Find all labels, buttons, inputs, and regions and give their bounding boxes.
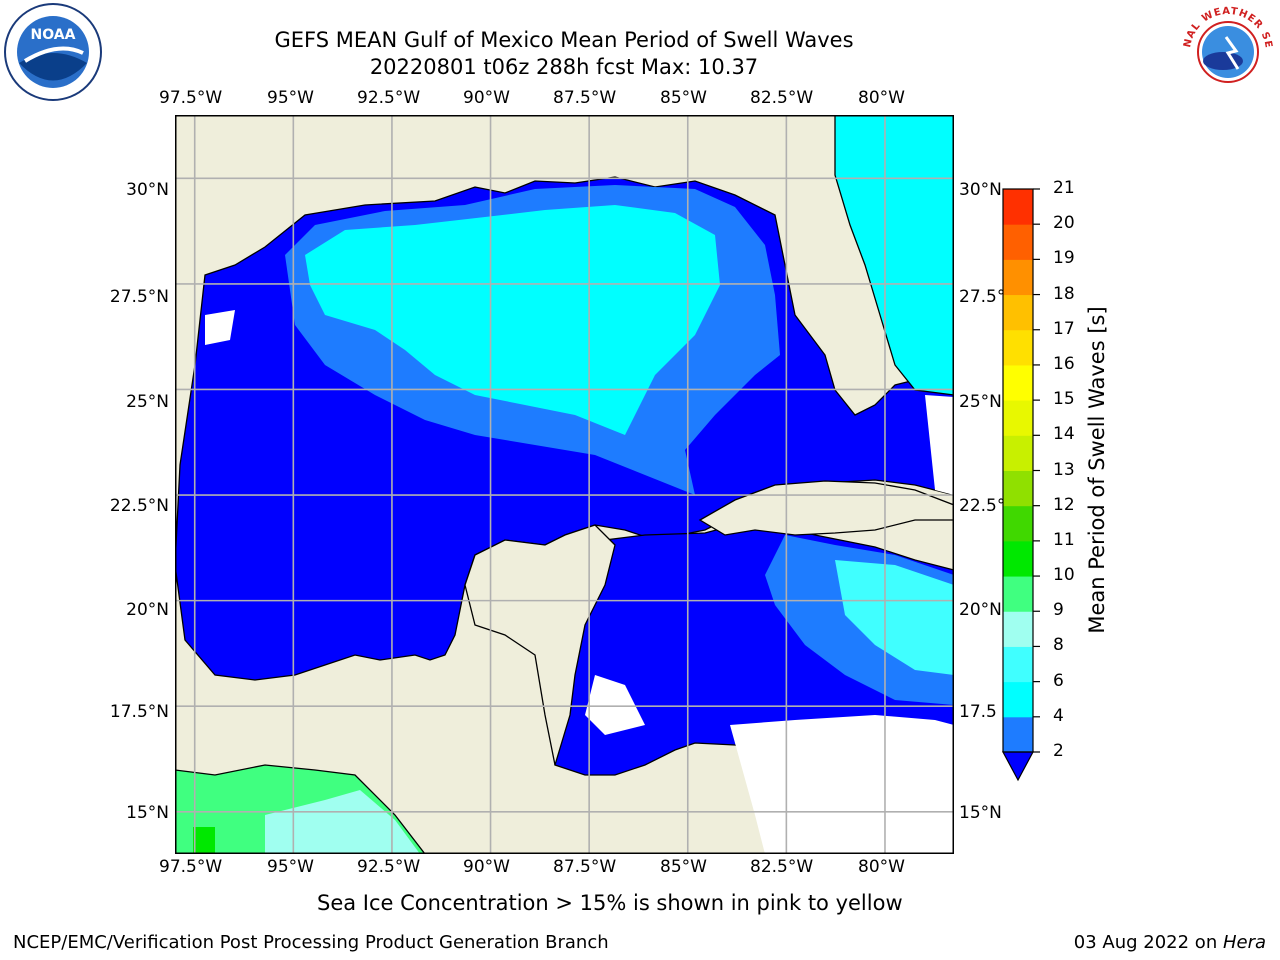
lon-label-top-4: 90°W xyxy=(463,88,510,108)
colorbar-segment xyxy=(1003,224,1033,260)
lat-label-right-5: 20°N xyxy=(959,600,1002,620)
colorbar-segment xyxy=(1003,540,1033,577)
lat-label-left-2: 27.5°N xyxy=(109,287,169,307)
lon-label-top-1: 97.5°W xyxy=(159,88,223,108)
colorbar-tick-label: 2 xyxy=(1053,741,1064,761)
colorbar-segment xyxy=(1003,470,1033,507)
colorbar-segment xyxy=(1003,259,1033,296)
footer-date: 03 Aug 2022 on Hera xyxy=(1073,932,1266,953)
lat-lon-gridlines xyxy=(175,115,954,854)
colorbar-tick-label: 12 xyxy=(1053,494,1075,515)
lon-label-top-2: 95°W xyxy=(267,88,314,108)
lon-label-bottom-1: 97.5°W xyxy=(159,857,223,877)
lat-label-left-6: 17.5°N xyxy=(109,702,169,722)
colorbar-tick-label: 8 xyxy=(1053,635,1064,656)
map-panel xyxy=(175,115,954,854)
map-frame xyxy=(175,115,954,854)
footer-branch: NCEP/EMC/Verification Post Processing Pr… xyxy=(13,932,609,953)
plot-title-line1: GEFS MEAN Gulf of Mexico Mean Period of … xyxy=(274,28,854,52)
lon-label-bottom-5: 87.5°W xyxy=(553,857,617,877)
colorbar-tick-label: 17 xyxy=(1053,318,1075,339)
lon-label-top-5: 87.5°W xyxy=(553,88,617,108)
colorbar xyxy=(1001,188,1040,782)
lat-label-right-6: 17.5 xyxy=(959,702,997,722)
lon-label-bottom-7: 82.5°W xyxy=(750,857,814,877)
footer-host: Hera xyxy=(1222,932,1266,953)
lat-label-left-4: 22.5°N xyxy=(109,496,169,516)
colorbar-segment xyxy=(1003,505,1033,542)
lat-label-right-1: 30°N xyxy=(959,180,1002,200)
nws-logo-icon: NATIONAL WEATHER SERVICE xyxy=(1178,3,1274,98)
colorbar-segment xyxy=(1003,400,1033,436)
lon-label-bottom-6: 85°W xyxy=(660,857,707,877)
colorbar-segment xyxy=(1003,576,1033,612)
colorbar-tick-label: 10 xyxy=(1053,565,1075,586)
colorbar-tick-label: 18 xyxy=(1053,283,1075,304)
colorbar-segment xyxy=(1003,716,1033,753)
lat-label-left-7: 15°N xyxy=(126,803,169,823)
colorbar-segment xyxy=(1003,435,1033,471)
lon-label-top-8: 80°W xyxy=(858,88,905,108)
colorbar-tick-label: 21 xyxy=(1053,178,1075,198)
colorbar-label: Mean Period of Swell Waves [s] xyxy=(1085,306,1109,634)
colorbar-segment xyxy=(1003,611,1033,647)
colorbar-segment xyxy=(1003,364,1033,401)
colorbar-segment xyxy=(1003,189,1033,225)
colorbar-tick-label: 11 xyxy=(1053,529,1075,550)
lon-label-top-6: 85°W xyxy=(660,88,707,108)
atlantic-ocean-fill xyxy=(834,115,954,396)
lon-label-bottom-3: 92.5°W xyxy=(357,857,421,877)
lon-label-bottom-8: 80°W xyxy=(858,857,905,877)
colorbar-tick-label: 19 xyxy=(1053,248,1075,269)
lat-label-right-7: 15°N xyxy=(959,803,1002,823)
colorbar-tick-label: 14 xyxy=(1053,424,1075,445)
noaa-logo-icon: NOAA xyxy=(4,3,102,101)
colorbar-tick-label: 6 xyxy=(1053,670,1064,691)
colorbar-tick-label: 16 xyxy=(1053,353,1075,374)
colorbar-segment xyxy=(1003,294,1033,331)
lon-label-top-7: 82.5°W xyxy=(750,88,814,108)
colorbar-tick-label: 9 xyxy=(1053,600,1064,621)
lat-label-right-3: 25°N xyxy=(959,392,1002,412)
sea-ice-caption: Sea Ice Concentration > 15% is shown in … xyxy=(317,891,903,915)
colorbar-tick-label: 20 xyxy=(1053,213,1075,234)
plot-title-line2: 20220801 t06z 288h fcst Max: 10.37 xyxy=(369,55,759,79)
colorbar-tick-label: 15 xyxy=(1053,389,1075,410)
yucatan-land xyxy=(464,524,616,766)
colorbar-segment xyxy=(1003,646,1033,683)
colorbar-segment xyxy=(1003,329,1033,366)
lat-label-left-3: 25°N xyxy=(126,392,169,412)
lat-label-left-1: 30°N xyxy=(126,180,169,200)
colorbar-tick-label: 4 xyxy=(1053,705,1064,726)
noaa-logo-text: NOAA xyxy=(31,27,76,43)
lon-label-bottom-4: 90°W xyxy=(463,857,510,877)
lon-label-bottom-2: 95°W xyxy=(267,857,314,877)
colorbar-tick-label: 13 xyxy=(1053,459,1075,480)
colorbar-extend-arrow xyxy=(1001,751,1035,782)
colorbar-segment xyxy=(1003,681,1033,718)
lon-label-top-3: 92.5°W xyxy=(357,88,421,108)
lat-label-left-5: 20°N xyxy=(126,600,169,620)
